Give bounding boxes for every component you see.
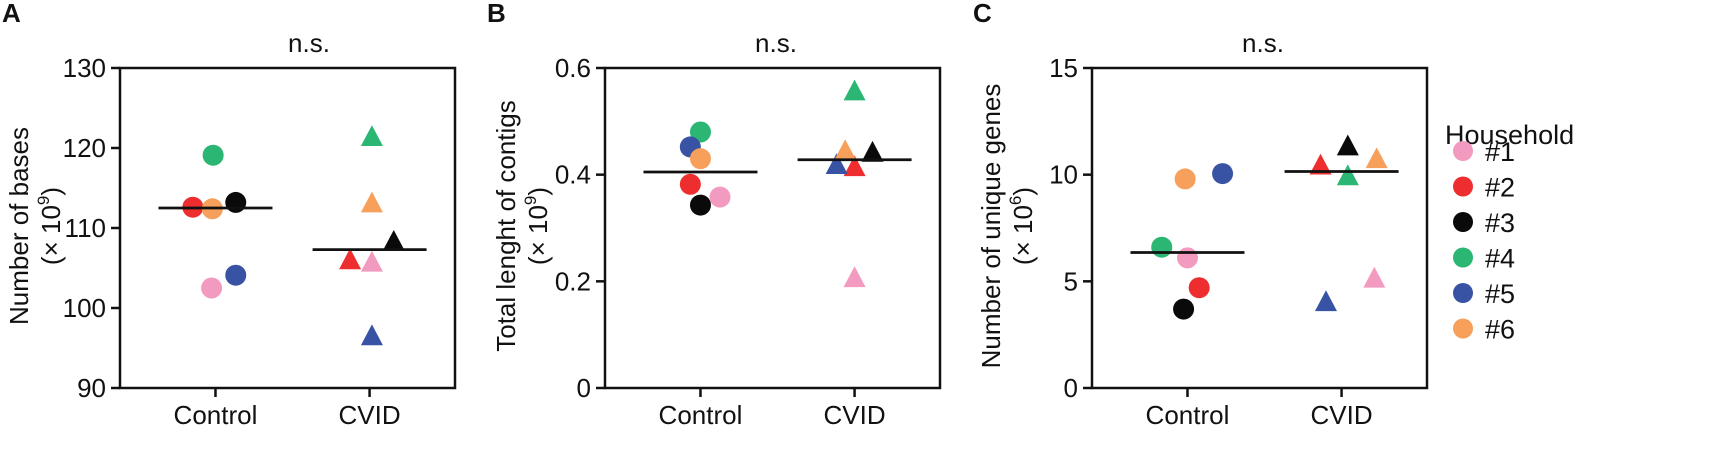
data-point-control: [1174, 168, 1196, 190]
panel-letter-b: B: [487, 0, 506, 28]
data-point-control: [1188, 277, 1210, 299]
x-tick-label: Control: [1146, 400, 1230, 430]
data-point-cvid: [834, 139, 857, 161]
y-axis-label-line1-c: Number of unique genes: [976, 84, 1006, 369]
x-tick-label: Control: [659, 400, 743, 430]
y-tick-label: 0.4: [555, 160, 591, 190]
data-point-cvid: [360, 250, 383, 272]
data-point-cvid: [843, 79, 866, 101]
y-tick-label: 120: [63, 133, 106, 163]
x-tick-label: CVID: [339, 400, 401, 430]
y-axis-label-b: Total lenght of contigs (× 109): [491, 100, 553, 352]
plot-frame: [1090, 66, 1429, 390]
legend: Household #1#2#3#4#5#6: [1445, 120, 1574, 345]
y-tick-label: 130: [63, 53, 106, 83]
y-tick-label: 0.2: [555, 266, 591, 296]
y-axis-label-line1-b: Total lenght of contigs: [491, 100, 521, 352]
data-point-cvid: [1309, 153, 1332, 175]
legend-swatch: [1453, 247, 1473, 268]
data-point-control: [225, 264, 247, 286]
data-point-cvid: [843, 155, 866, 177]
y-tick-label: 110: [65, 213, 106, 243]
data-point-control: [225, 191, 247, 213]
data-point-control: [202, 144, 224, 166]
data-point-control: [689, 121, 711, 143]
legend-swatch: [1453, 212, 1473, 232]
data-point-cvid: [1336, 164, 1359, 186]
y-axis-label-c: Number of unique genes (× 106): [976, 84, 1038, 369]
data-point-cvid: [382, 230, 405, 251]
y-tick-label: 0: [577, 373, 591, 403]
plot-frame: [603, 66, 942, 390]
data-point-cvid: [1363, 266, 1386, 288]
data-point-control: [689, 194, 711, 216]
data-point-control: [709, 186, 731, 208]
legend-label: #2: [1485, 173, 1515, 203]
legend-swatch: [1453, 283, 1473, 303]
data-point-cvid: [360, 125, 383, 146]
legend-label: #1: [1485, 137, 1515, 167]
y-axis-label-line2-a: (× 109): [34, 187, 66, 265]
plot-area-b: 0 0.2 0.4 0.6 Control CVID: [555, 53, 942, 430]
x-tick-label: CVID: [824, 400, 886, 430]
significance-label-a: n.s.: [288, 28, 330, 58]
data-point-cvid: [825, 153, 848, 174]
x-tick-label: CVID: [1311, 400, 1373, 430]
plot-area-c: 0 5 10 15 Control CVID: [1049, 53, 1429, 430]
data-point-cvid: [843, 266, 866, 288]
legend-items: #1 #2 #3 #4 #5 #6: [1453, 137, 1515, 345]
data-point-cvid: [1365, 147, 1388, 169]
data-point-cvid: [1336, 134, 1359, 156]
plot-area-a: 90 100 110 120 130 Control CVID: [63, 53, 457, 430]
y-tick-label: 15: [1049, 53, 1078, 83]
y-tick-label: 0: [1064, 373, 1078, 403]
data-point-control: [689, 148, 711, 170]
x-tick-label: Control: [174, 400, 258, 430]
y-axis-label-line2-b: (× 109): [521, 187, 553, 265]
panel-letter-c: C: [973, 0, 992, 28]
data-point-control: [1151, 236, 1173, 258]
y-tick-label: 100: [63, 293, 106, 323]
plot-frame: [118, 66, 457, 390]
legend-label: #5: [1485, 279, 1515, 309]
data-point-control: [201, 277, 223, 299]
data-point-cvid: [1314, 290, 1337, 312]
data-point-cvid: [339, 248, 362, 270]
y-axis-label-a: Number of bases (× 109): [4, 127, 66, 325]
data-point-control: [679, 173, 701, 195]
legend-label: #6: [1485, 315, 1515, 345]
y-tick-label: 5: [1064, 266, 1078, 296]
legend-label: #4: [1485, 244, 1515, 274]
panel-a: A n.s. Number of bases (× 109) 90 100 110 1…: [2, 0, 457, 430]
data-point-control: [1176, 247, 1198, 269]
data-point-cvid: [861, 140, 884, 162]
panel-c: C n.s. Number of unique genes (× 106) 0 5…: [973, 0, 1429, 430]
significance-label-c: n.s.: [1242, 28, 1284, 58]
y-tick-label: 90: [77, 373, 106, 403]
y-axis-label-line1-a: Number of bases: [4, 127, 34, 325]
data-point-control: [1212, 163, 1234, 185]
significance-label-b: n.s.: [755, 28, 797, 58]
legend-label: #3: [1485, 208, 1515, 238]
data-point-control: [1173, 298, 1195, 320]
y-tick-label: 0.6: [555, 53, 591, 83]
legend-swatch: [1453, 318, 1473, 339]
data-point-cvid: [360, 324, 383, 346]
legend-swatch: [1453, 176, 1473, 197]
legend-swatch: [1453, 141, 1473, 161]
y-axis-label-line2-c: (× 106): [1006, 187, 1038, 265]
panel-letter-a: A: [2, 0, 21, 28]
panel-b: B n.s. Total lenght of contigs (× 109) 0…: [487, 0, 942, 430]
y-tick-label: 10: [1049, 160, 1078, 190]
data-point-cvid: [360, 191, 383, 213]
